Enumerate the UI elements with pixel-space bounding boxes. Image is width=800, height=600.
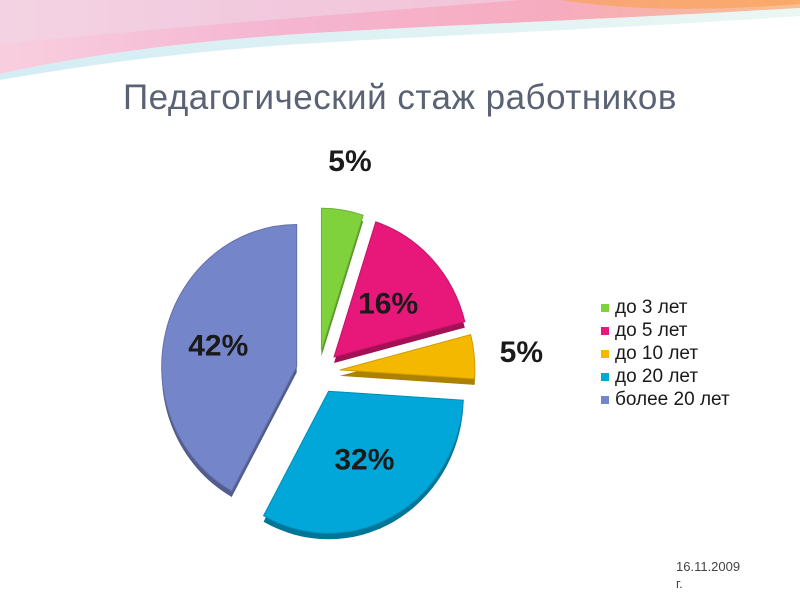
date-suffix: г.	[676, 576, 683, 591]
pie-slice-1	[320, 207, 364, 357]
legend-swatch	[601, 303, 609, 312]
legend-label: более 20 лет	[615, 388, 730, 410]
data-label-2: 16%	[358, 287, 418, 320]
chart-legend: до 3 лет до 5 лет до 10 лет до 20 лет более …	[601, 296, 730, 411]
legend-swatch	[601, 372, 609, 381]
pie-slice-top	[161, 224, 298, 492]
pie-slice-2	[333, 221, 466, 363]
legend-item-2: до 5 лет	[601, 319, 730, 342]
slide-date: 16.11.2009 г.	[676, 558, 786, 592]
legend-swatch	[601, 395, 609, 404]
legend-label: до 10 лет	[615, 342, 699, 364]
legend-item-1: до 3 лет	[601, 296, 730, 319]
header-banner	[0, 0, 800, 80]
legend-label: до 5 лет	[615, 319, 688, 341]
legend-swatch	[601, 349, 609, 358]
slide-title: Педагогический стаж работников	[123, 78, 677, 117]
legend-item-4: до 20 лет	[601, 365, 730, 388]
date-text: 16.11.2009	[676, 559, 741, 574]
pie-slice-top	[320, 207, 364, 351]
pie-slice-4	[262, 390, 464, 540]
legend-label: до 3 лет	[615, 296, 688, 318]
pie-slice-3	[339, 333, 476, 385]
legend-label: до 20 лет	[615, 365, 699, 387]
pie-slice-5	[161, 224, 298, 497]
legend-item-5: более 20 лет	[601, 388, 730, 411]
pie-slice-top	[339, 333, 476, 380]
legend-swatch	[601, 326, 609, 335]
pie-slice-top	[333, 221, 466, 358]
data-label-5: 42%	[188, 329, 248, 362]
data-label-4: 32%	[334, 444, 394, 477]
pie-slice-top	[262, 390, 464, 534]
data-label-3: 5%	[500, 336, 543, 369]
data-label-1: 5%	[328, 145, 371, 178]
legend-item-3: до 10 лет	[601, 342, 730, 365]
